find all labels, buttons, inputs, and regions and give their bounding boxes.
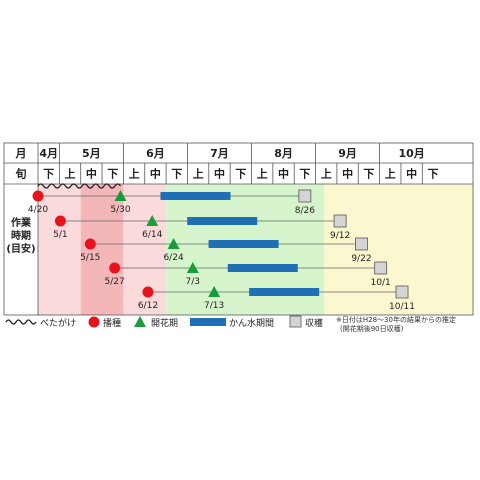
schedule-row: 5/27 7/3 10/1 <box>105 261 391 288</box>
period-label: 中 <box>342 167 353 181</box>
flower-date: 5/30 <box>110 205 130 215</box>
flower-marker <box>208 286 221 297</box>
harvest-marker <box>395 285 409 299</box>
note-estimate: ※日付はH28〜30年の結果からの推定 <box>336 315 456 324</box>
watering-bar <box>187 217 258 225</box>
period-label: 中 <box>214 167 225 181</box>
watering-bar <box>227 264 298 272</box>
flower-marker <box>167 238 180 249</box>
harvest-date: 10/11 <box>389 302 415 312</box>
period-label: 上 <box>257 167 268 181</box>
grid <box>3 142 474 316</box>
watering-bar <box>249 288 320 296</box>
harvest-date: 9/12 <box>330 231 350 241</box>
month-row-label: 月 <box>15 147 27 160</box>
month-label: 7月 <box>210 147 229 160</box>
legend-cover-wave <box>5 319 37 325</box>
month-label: 10月 <box>398 147 424 160</box>
flower-marker <box>114 190 127 201</box>
row-cover-wave <box>37 183 121 189</box>
month-label: 9月 <box>338 147 357 160</box>
sow-marker <box>142 286 154 298</box>
period-label: 中 <box>86 167 97 181</box>
period-label: 中 <box>278 167 289 181</box>
harvest-date: 9/22 <box>351 254 371 264</box>
sow-date: 5/15 <box>80 253 100 263</box>
harvest-marker <box>333 214 347 228</box>
period-label: 下 <box>427 168 438 181</box>
band-early-spring <box>38 184 81 315</box>
sow-date: 5/27 <box>105 277 125 287</box>
sow-marker <box>84 238 96 250</box>
flower-marker <box>146 215 159 226</box>
period-label: 下 <box>299 168 310 181</box>
legend-flower-label: 開花期 <box>151 317 178 329</box>
sow-marker <box>54 215 66 227</box>
period-label: 上 <box>129 167 140 181</box>
note-harvest-days: (開花期後90日収穫) <box>340 324 404 333</box>
side-label: 時期 <box>11 229 31 242</box>
period-label: 下 <box>43 168 54 181</box>
sow-date: 5/1 <box>53 230 67 240</box>
side-label: (目安) <box>6 242 35 255</box>
month-label: 8月 <box>274 147 293 160</box>
period-label: 下 <box>171 168 182 181</box>
flower-date: 7/13 <box>204 301 224 311</box>
flower-date: 6/24 <box>163 253 183 263</box>
legend-flower-marker <box>134 316 146 327</box>
flower-marker <box>186 262 199 273</box>
side-label: 作業 <box>11 216 32 229</box>
watering-bar <box>208 240 279 248</box>
harvest-marker <box>374 261 388 275</box>
legend-sow-marker <box>88 316 100 328</box>
schedule-row: 4/20 5/30 8/26 <box>28 183 315 216</box>
harvest-marker <box>355 237 368 251</box>
legend-cover-label: べたがけ <box>40 317 76 329</box>
legend-water-label: かん水期間 <box>229 317 274 329</box>
table-border <box>3 142 474 316</box>
period-label: 中 <box>406 167 417 181</box>
period-label: 上 <box>193 167 204 181</box>
month-label: 5月 <box>82 147 101 160</box>
legend-water-bar <box>190 318 226 326</box>
period-label: 上 <box>65 167 76 181</box>
month-label: 6月 <box>146 147 165 160</box>
month-label: 4月 <box>39 147 58 160</box>
sow-marker <box>109 262 121 274</box>
schedule-row: 5/15 6/24 9/22 <box>80 237 372 264</box>
period-label: 上 <box>321 167 332 181</box>
sow-marker <box>32 190 44 202</box>
band-may <box>80 184 124 315</box>
harvest-date: 10/1 <box>371 278 391 288</box>
period-label: 上 <box>385 167 396 181</box>
legend-harvest-marker <box>289 315 302 328</box>
legend-harvest-label: 収穫 <box>305 317 323 329</box>
period-row-label: 旬 <box>15 167 27 181</box>
legend: べたがけ 播種 開花期 かん水期間 収穫 ※日付はH28〜30年の結果からの推定(開花期後… <box>5 315 456 333</box>
period-label: 下 <box>363 168 374 181</box>
sow-date: 4/20 <box>28 205 48 215</box>
period-label: 中 <box>150 167 161 181</box>
sow-date: 6/12 <box>138 301 158 311</box>
schedule-row: 5/1 6/14 9/12 <box>53 214 350 241</box>
period-label: 下 <box>107 168 118 181</box>
period-label: 下 <box>235 168 246 181</box>
schedule-row: 6/12 7/13 10/11 <box>138 285 415 312</box>
harvest-marker <box>298 189 312 203</box>
flower-date: 7/3 <box>186 277 200 287</box>
harvest-date: 8/26 <box>295 206 315 216</box>
flower-date: 6/14 <box>142 230 162 240</box>
legend-sow-label: 播種 <box>103 317 121 329</box>
watering-bar <box>160 192 231 200</box>
